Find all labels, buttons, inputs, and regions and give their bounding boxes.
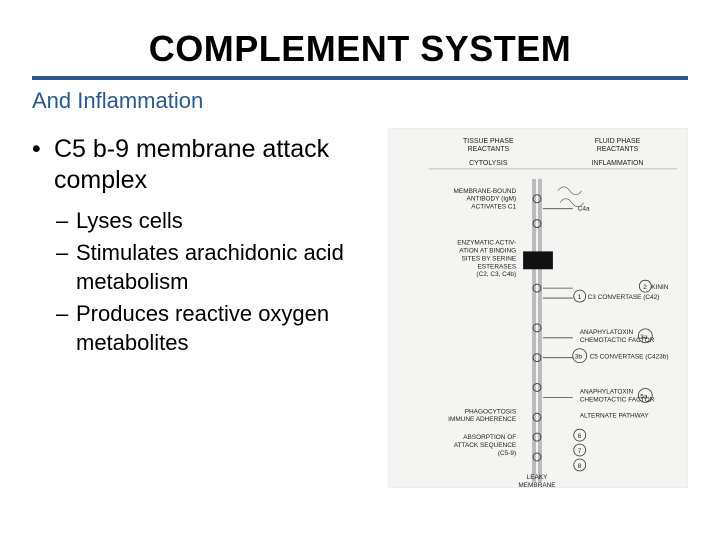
svg-text:ENZYMATIC ACTIV-: ENZYMATIC ACTIV- [457, 239, 516, 246]
svg-text:ESTERASES: ESTERASES [478, 263, 517, 270]
svg-text:ALTERNATE PATHWAY: ALTERNATE PATHWAY [580, 412, 650, 419]
svg-text:CHEMOTACTIC FACTOR: CHEMOTACTIC FACTOR [580, 337, 655, 344]
svg-text:1: 1 [578, 294, 582, 301]
bullet-main: C5 b-9 membrane attack complex [32, 134, 380, 197]
svg-text:ATTACK SEQUENCE: ATTACK SEQUENCE [454, 442, 517, 449]
bullet-sub: Produces reactive oxygen metabolites [32, 300, 380, 357]
svg-text:C3 CONVERTASE (C42): C3 CONVERTASE (C42) [588, 294, 660, 301]
svg-text:MEMBRANE: MEMBRANE [518, 482, 556, 488]
svg-text:ACTIVATES C1: ACTIVATES C1 [471, 204, 516, 211]
text-column: C5 b-9 membrane attack complex Lyses cel… [32, 128, 380, 488]
svg-text:LEAKY: LEAKY [527, 474, 548, 481]
svg-text:ANAPHYLATOXIN: ANAPHYLATOXIN [580, 388, 634, 395]
svg-text:PHAGOCYTOSIS: PHAGOCYTOSIS [465, 408, 516, 415]
svg-text:CYTOLYSIS: CYTOLYSIS [469, 160, 508, 167]
bullet-sub: Lyses cells [32, 207, 380, 236]
svg-text:(C2, C3, C4b): (C2, C3, C4b) [476, 271, 516, 278]
svg-text:(C5-9): (C5-9) [498, 450, 516, 457]
svg-text:REACTANTS: REACTANTS [597, 146, 639, 153]
diagram-column: TISSUE PHASE REACTANTS FLUID PHASE REACT… [388, 128, 688, 488]
svg-text:3b: 3b [575, 354, 583, 361]
complement-cascade-diagram: TISSUE PHASE REACTANTS FLUID PHASE REACT… [388, 128, 688, 488]
svg-text:REACTANTS: REACTANTS [468, 146, 510, 153]
svg-text:C4a: C4a [578, 206, 590, 213]
slide: COMPLEMENT SYSTEM And Inflammation C5 b-… [0, 0, 720, 540]
svg-text:CHEMOTACTIC FACTOR: CHEMOTACTIC FACTOR [580, 396, 655, 403]
svg-text:2: 2 [643, 284, 647, 291]
svg-text:7: 7 [578, 448, 582, 455]
subtitle: And Inflammation [32, 88, 688, 114]
title-rule [32, 76, 688, 80]
svg-text:FLUID PHASE: FLUID PHASE [595, 138, 641, 145]
svg-text:6: 6 [578, 433, 582, 440]
svg-text:INFLAMMATION: INFLAMMATION [592, 160, 644, 167]
body-row: C5 b-9 membrane attack complex Lyses cel… [32, 128, 688, 488]
bullet-sub: Stimulates arachidonic acid metabolism [32, 239, 380, 296]
svg-text:IMMUNE ADHERENCE: IMMUNE ADHERENCE [448, 416, 517, 423]
svg-text:KININ: KININ [651, 284, 669, 291]
svg-text:ANTIBODY (IgM): ANTIBODY (IgM) [467, 196, 517, 203]
svg-text:MEMBRANE-BOUND: MEMBRANE-BOUND [454, 188, 517, 195]
svg-text:8: 8 [578, 463, 582, 470]
svg-text:C5 CONVERTASE (C423b): C5 CONVERTASE (C423b) [590, 354, 669, 361]
svg-text:ABSORPTION OF: ABSORPTION OF [463, 434, 516, 441]
svg-text:SITES BY SERINE: SITES BY SERINE [462, 255, 517, 262]
svg-text:ATION AT BINDING: ATION AT BINDING [459, 247, 516, 254]
svg-text:ANAPHYLATOXIN: ANAPHYLATOXIN [580, 329, 634, 336]
svg-text:TISSUE PHASE: TISSUE PHASE [463, 138, 514, 145]
page-title: COMPLEMENT SYSTEM [32, 28, 688, 70]
